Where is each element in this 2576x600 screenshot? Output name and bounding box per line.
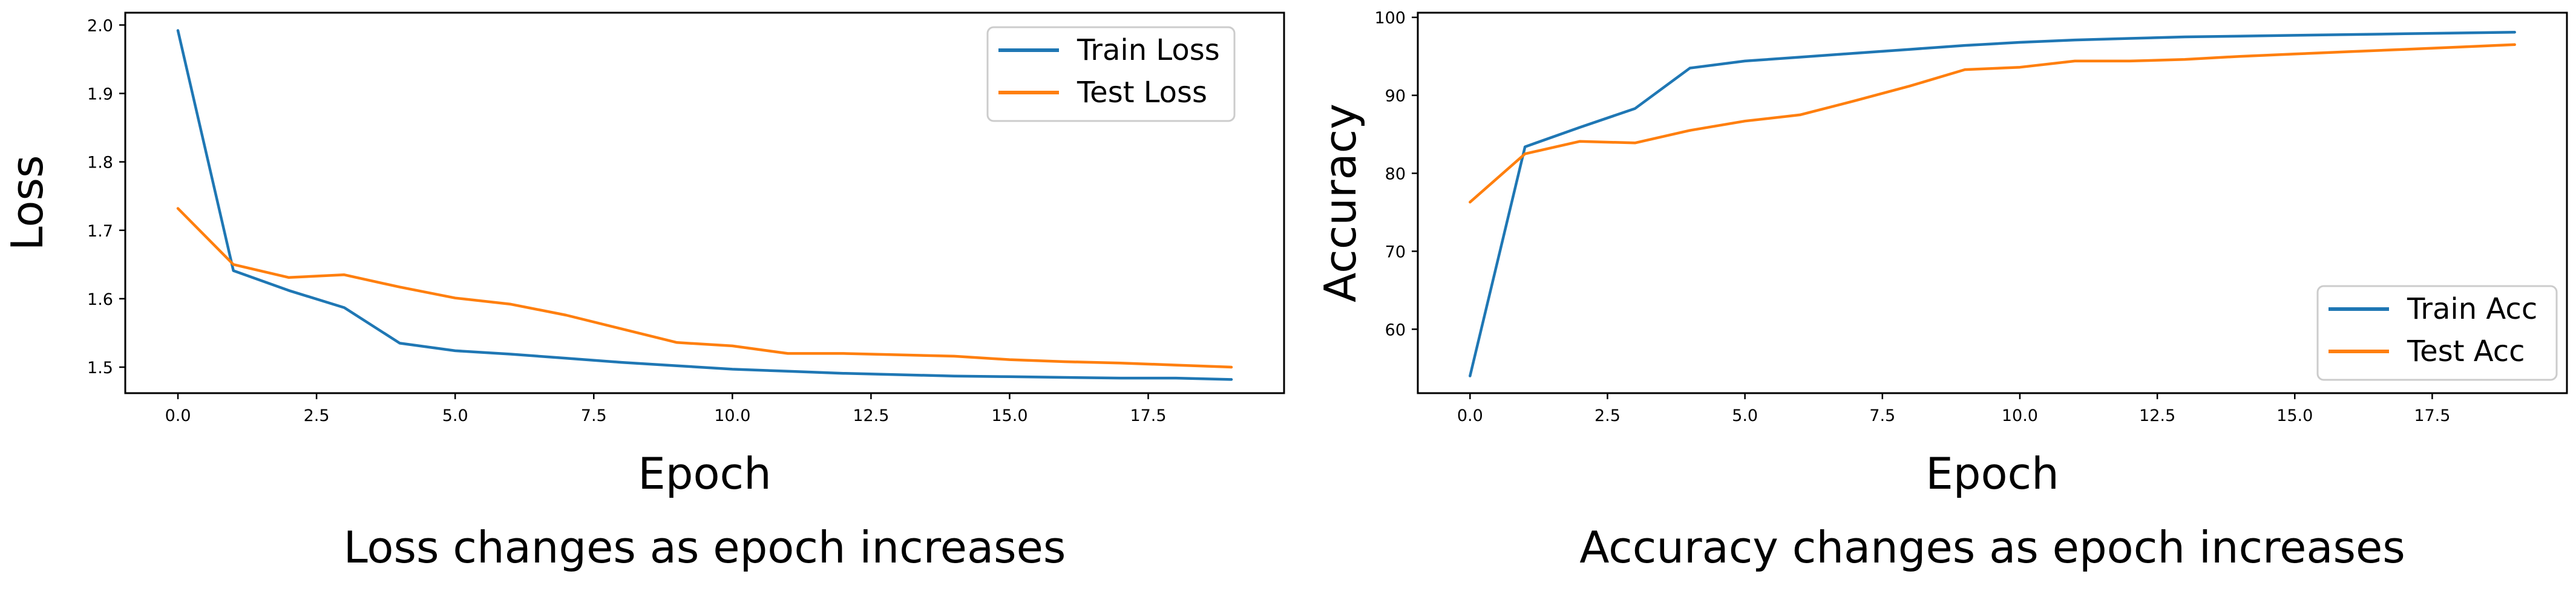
accuracy-x-tick-label: 12.5 [2139, 406, 2175, 425]
loss-series-train-loss [176, 29, 1233, 381]
loss-caption: Loss changes as epoch increases [344, 522, 1066, 573]
accuracy-legend-label: Test Acc [2407, 334, 2525, 368]
accuracy-y-tick-label: 70 [1385, 243, 1406, 261]
loss-series-test-loss [176, 207, 1233, 369]
accuracy-x-tick-label: 15.0 [2276, 406, 2313, 425]
accuracy-y-tick-label: 80 [1385, 165, 1406, 184]
accuracy-series-test-acc [1469, 43, 2516, 204]
loss-plot-frame [124, 11, 1285, 394]
accuracy-x-axis-label: Epoch [1925, 448, 2059, 499]
loss-legend-label: Test Loss [1077, 76, 1207, 109]
accuracy-legend: Train Acc Test Acc [2316, 285, 2558, 381]
loss-x-axis-label: Epoch [638, 448, 771, 499]
loss-x-tick-label: 0.0 [165, 406, 191, 425]
accuracy-x-tick-label: 2.5 [1594, 406, 1621, 425]
loss-legend-label: Train Loss [1077, 33, 1220, 67]
loss-x-tick-label: 15.0 [991, 406, 1027, 425]
accuracy-series-train-acc [1469, 30, 2516, 377]
accuracy-y-tick-label: 90 [1385, 87, 1406, 106]
loss-y-tick-label: 1.7 [87, 222, 113, 241]
accuracy-caption: Accuracy changes as epoch increases [1579, 522, 2405, 573]
loss-y-tick-label: 1.8 [87, 154, 113, 172]
accuracy-y-tick-label: 100 [1374, 9, 1406, 28]
accuracy-x-tick-label: 10.0 [2002, 406, 2038, 425]
loss-x-tick-label: 7.5 [581, 406, 607, 425]
accuracy-x-tick-label: 17.5 [2414, 406, 2450, 425]
loss-x-tick-label: 2.5 [304, 406, 330, 425]
loss-legend: Train Loss Test Loss [986, 26, 1236, 122]
loss-x-tick-label: 5.0 [442, 406, 468, 425]
accuracy-legend-label: Train Acc [2407, 292, 2537, 326]
loss-y-tick-label: 1.6 [87, 290, 113, 309]
accuracy-y-axis-label: Accuracy [1315, 103, 1366, 302]
loss-chart: 0.0 2.5 5.0 7.5 10.0 12.5 15.0 17.5 1.5 1.6 1.7 1.8… [2, 11, 1285, 573]
accuracy-y-tick-label: 60 [1385, 321, 1406, 339]
loss-y-tick-label: 2.0 [87, 16, 113, 35]
loss-y-axis-label: Loss [2, 155, 53, 251]
accuracy-chart: 0.0 2.5 5.0 7.5 10.0 12.5 15.0 17.5 60 70 80 90 100 E… [1315, 9, 2568, 573]
loss-x-tick-label: 10.0 [714, 406, 750, 425]
accuracy-x-tick-label: 0.0 [1457, 406, 1483, 425]
loss-x-tick-label: 17.5 [1130, 406, 1166, 425]
loss-y-tick-label: 1.5 [87, 359, 113, 377]
accuracy-x-tick-label: 7.5 [1869, 406, 1895, 425]
accuracy-plot-frame [1417, 11, 2568, 394]
accuracy-x-tick-label: 5.0 [1732, 406, 1758, 425]
loss-y-tick-label: 1.9 [87, 85, 113, 103]
loss-x-tick-label: 12.5 [853, 406, 889, 425]
